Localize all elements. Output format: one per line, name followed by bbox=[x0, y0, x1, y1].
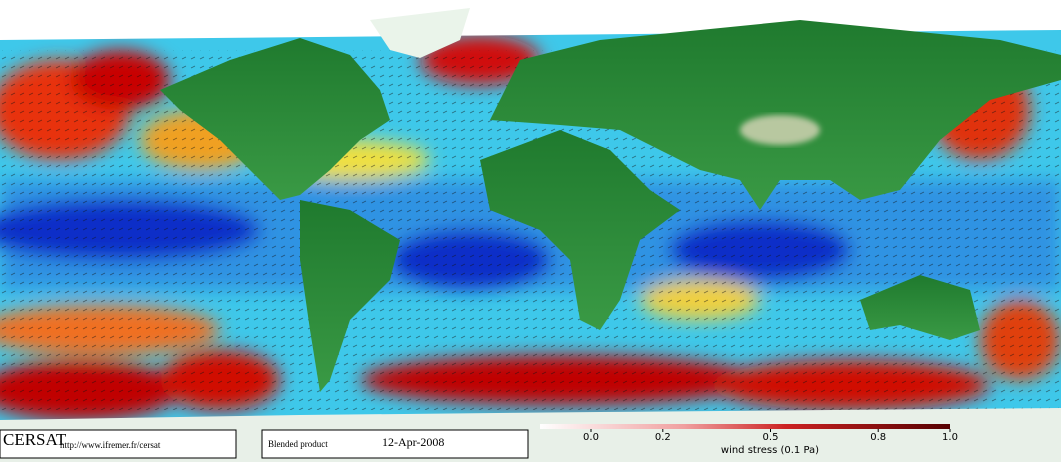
colorbar-tick-label: 0.8 bbox=[870, 432, 886, 443]
colorbar-tick-label: 1.0 bbox=[942, 432, 958, 443]
colorbar-tick-label: 0.0 bbox=[583, 432, 599, 443]
logo: CERSAT bbox=[3, 430, 67, 449]
logo-box bbox=[0, 429, 237, 459]
product: Blended product bbox=[268, 439, 328, 449]
info-box bbox=[261, 429, 529, 459]
colorbar-tick-label: 0.2 bbox=[655, 432, 671, 443]
colorbar bbox=[540, 424, 950, 429]
url: http://www.ifremer.fr/cersat bbox=[60, 440, 161, 450]
date: 12-Apr-2008 bbox=[382, 435, 444, 449]
colorbar-tick-label: 0.5 bbox=[763, 432, 779, 443]
colorbar-label: wind stress (0.1 Pa) bbox=[721, 445, 819, 456]
